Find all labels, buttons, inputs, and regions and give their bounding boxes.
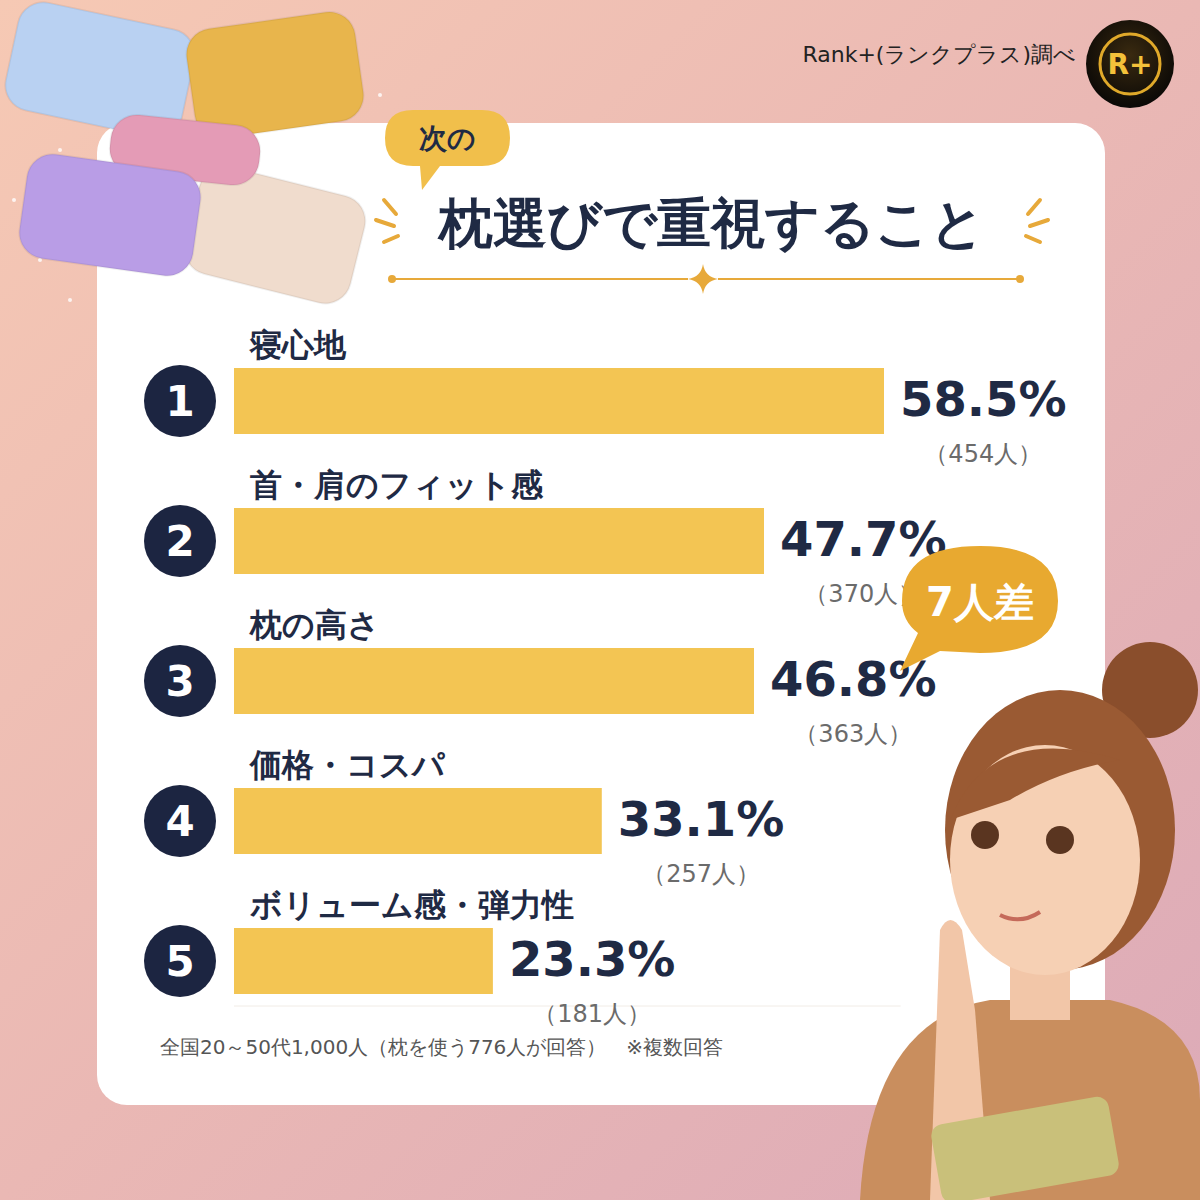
- category-label: 首・肩のフィット感: [250, 466, 544, 504]
- rank-label: 2: [165, 517, 194, 566]
- rank-badge: [144, 365, 216, 437]
- category-label: 価格・コスパ: [249, 746, 445, 784]
- bar: [234, 648, 754, 714]
- logo-text: R+: [1107, 48, 1152, 81]
- eye: [1046, 826, 1074, 854]
- eye: [971, 821, 999, 849]
- pillow: [183, 9, 367, 142]
- pillow: [16, 151, 204, 279]
- value-label: 23.3%: [509, 931, 676, 987]
- rank-badge: [144, 505, 216, 577]
- note: 全国20～50代1,000人（枕を使う776人が回答） ※複数回答: [160, 1035, 723, 1059]
- annotation-bubble: [900, 546, 1058, 671]
- subtitle: 次の: [419, 122, 476, 155]
- title-deco: [1026, 200, 1048, 242]
- value-label: 58.5%: [900, 371, 1067, 427]
- value-label: 47.7%: [780, 511, 947, 567]
- title-rule: [392, 278, 688, 280]
- sparkle: [12, 198, 16, 202]
- logo-ring: [1100, 34, 1160, 94]
- wallet: [929, 1095, 1120, 1200]
- count-label: （181人）: [533, 1000, 651, 1028]
- background: [0, 0, 1200, 1200]
- bar: [234, 928, 493, 994]
- mouth: [1000, 912, 1040, 919]
- face: [950, 745, 1140, 975]
- annotation: 7人差: [926, 579, 1034, 625]
- illustration: [860, 642, 1200, 1200]
- title-sparkle: [688, 264, 718, 294]
- title-rule: [718, 278, 1020, 280]
- rank-label: 1: [165, 377, 194, 426]
- rank-label: 4: [165, 797, 194, 846]
- title-dot: [1016, 275, 1024, 283]
- rank-label: 3: [165, 657, 194, 706]
- count-label: （454人）: [924, 440, 1042, 468]
- labels: 1寝心地58.5%（454人）2首・肩のフィット感47.7%（370人）3枕の高…: [144, 326, 1067, 1028]
- subtitle-badge: [385, 110, 510, 190]
- bar: [234, 368, 884, 434]
- logo-circle: [1086, 20, 1174, 108]
- bar: [234, 508, 764, 574]
- sparkle: [58, 148, 62, 152]
- category-label: ボリューム感・弾力性: [250, 886, 574, 924]
- rank-badge: [144, 645, 216, 717]
- source: Rank+(ランクプラス)調べ: [802, 42, 1076, 67]
- chart-root: Rank+(ランクプラス)調べ R+ 次の枕選びで重視すること 1 寝心地 58.5% （4…: [0, 0, 1200, 1200]
- value-label: 33.1%: [618, 791, 785, 847]
- sparkle: [378, 93, 382, 97]
- title: 枕選びで重視すること: [437, 192, 985, 255]
- count-label: （257人）: [642, 860, 760, 888]
- rank-label: 5: [165, 937, 194, 986]
- rank-badge: [144, 925, 216, 997]
- bangs: [950, 749, 1120, 820]
- category-label: 寝心地: [248, 326, 347, 364]
- category-label: 枕の高さ: [249, 606, 380, 644]
- rank-badge: [144, 785, 216, 857]
- count-label: （363人）: [794, 720, 912, 748]
- sparkle: [68, 298, 72, 302]
- bar: [234, 788, 602, 854]
- title-deco: [376, 200, 398, 242]
- title-dot: [388, 275, 396, 283]
